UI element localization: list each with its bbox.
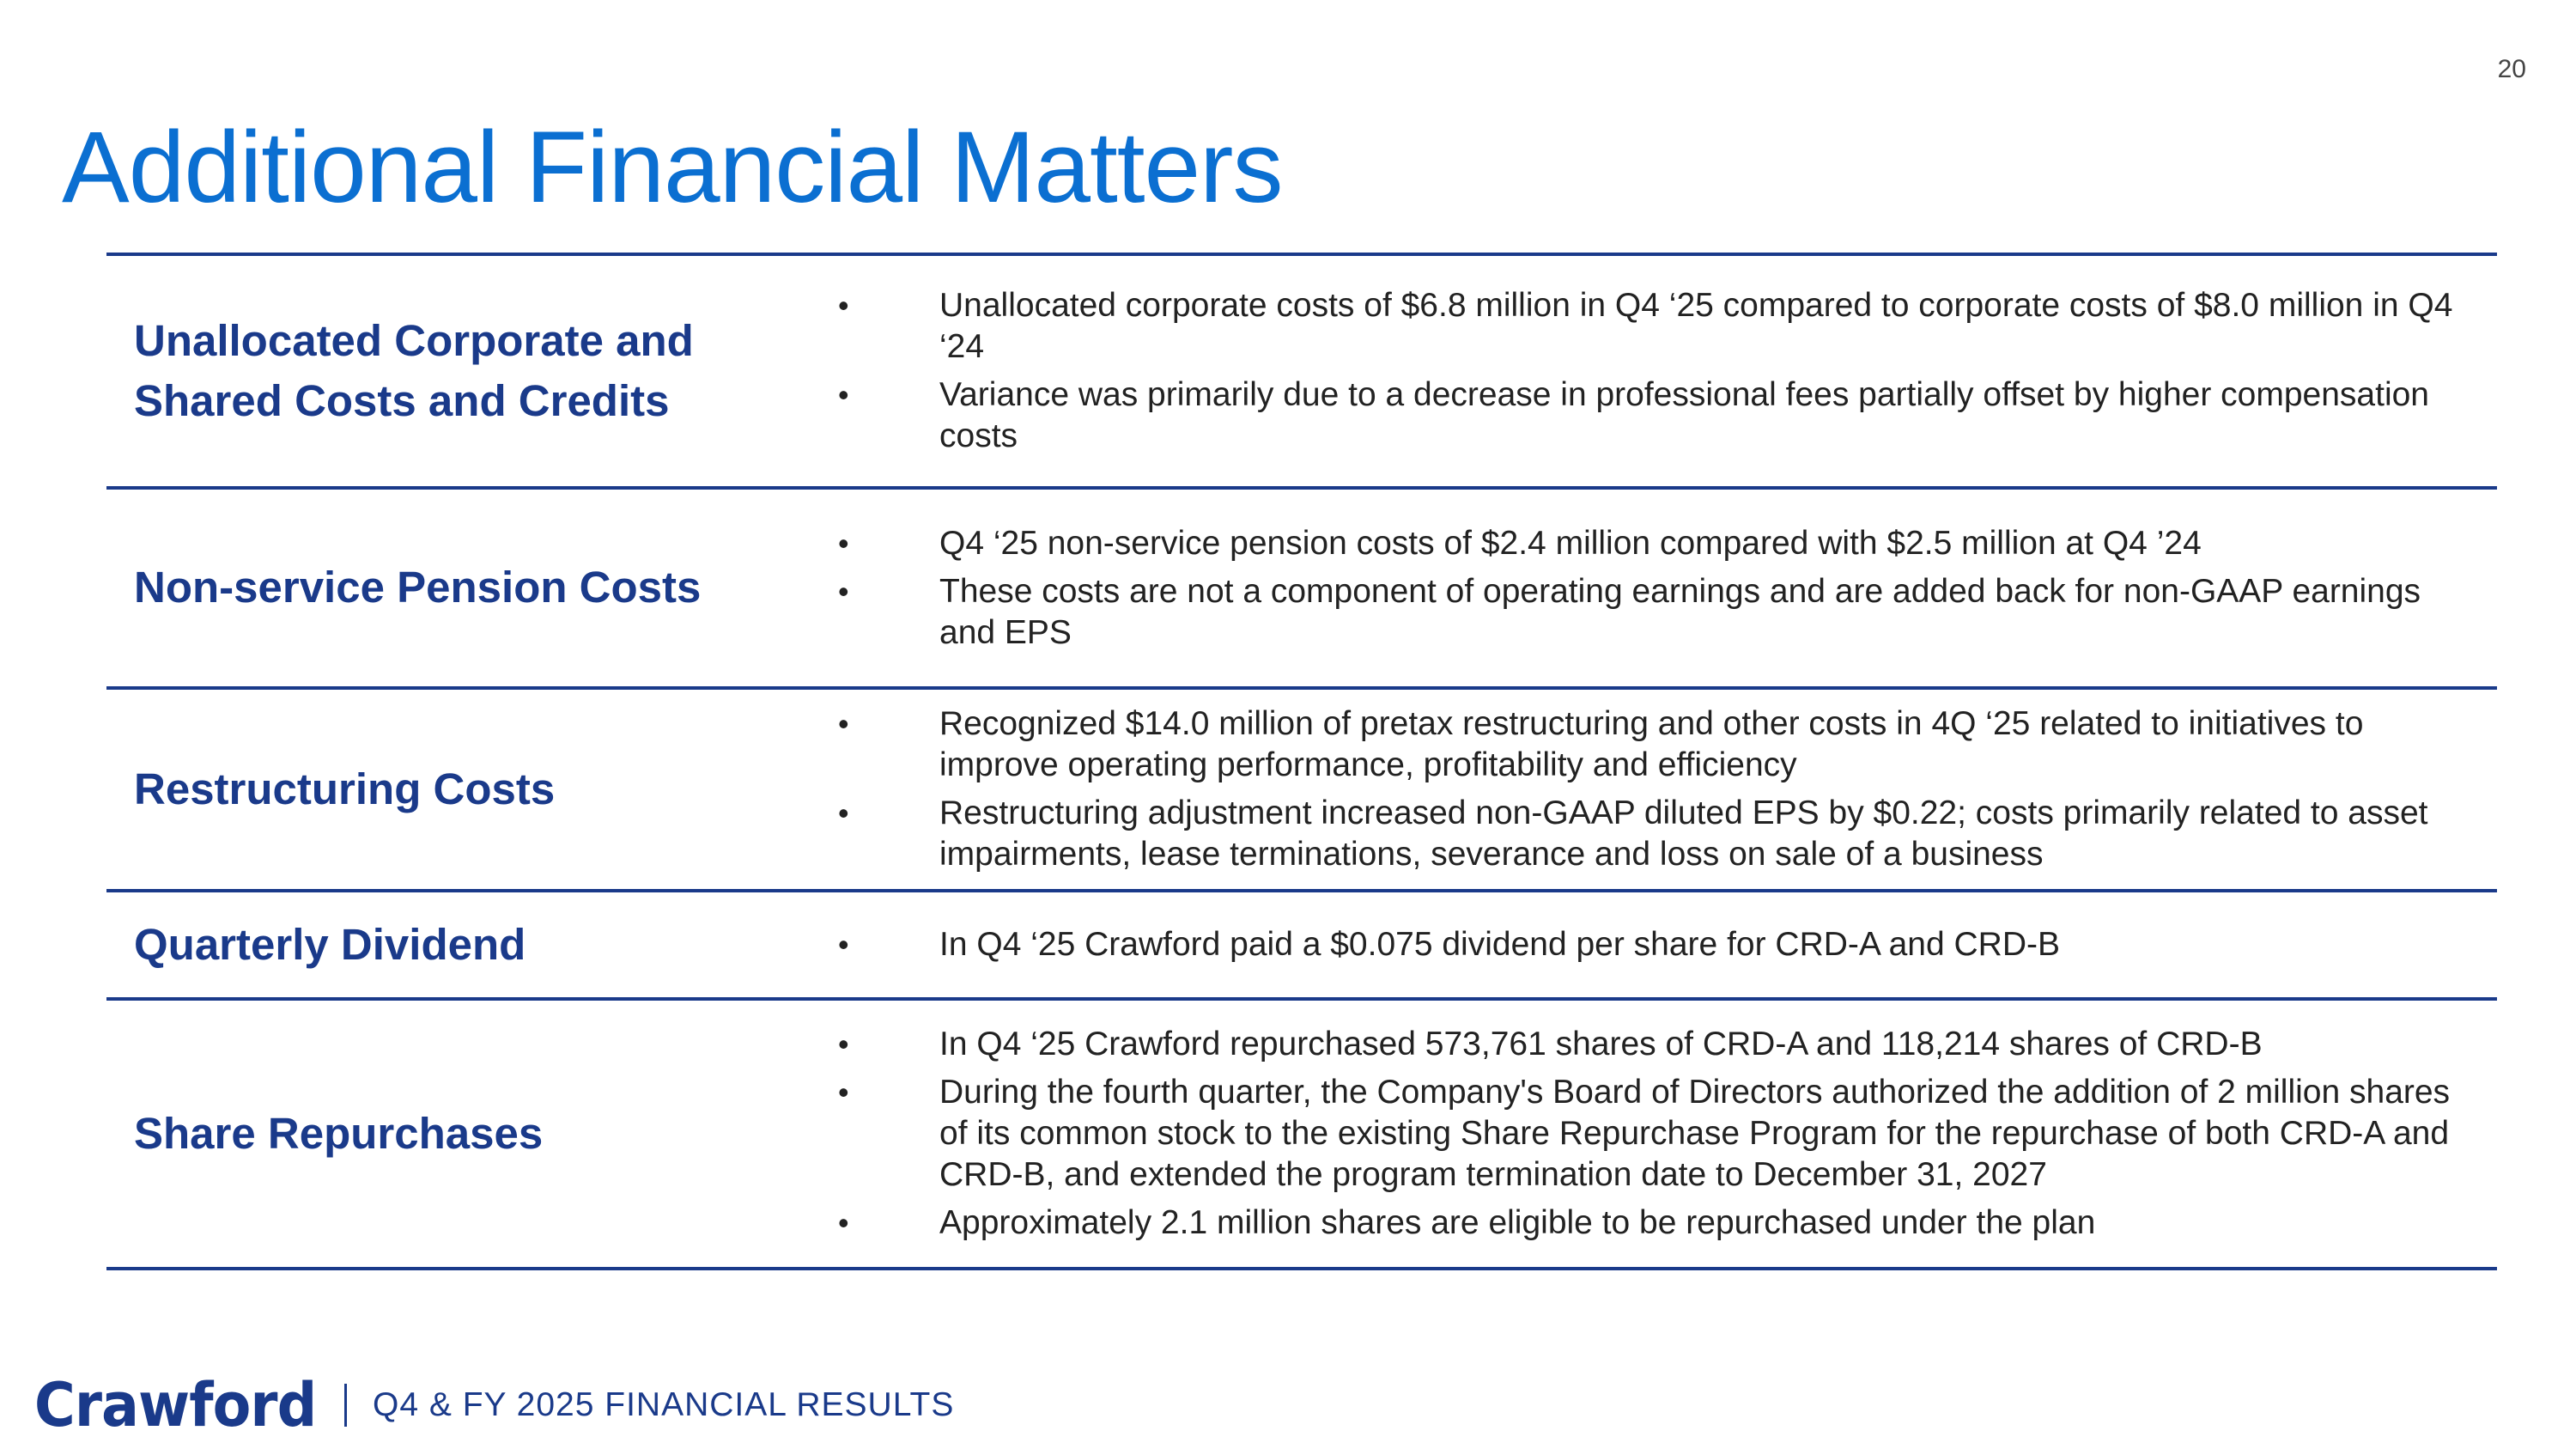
bullet-item: • Q4 ‘25 non-service pension costs of $2.… (793, 523, 2463, 564)
footer-divider (343, 1384, 347, 1427)
bullet-text: Restructuring adjustment increased non-G… (939, 795, 2428, 873)
bullet-text: In Q4 ‘25 Crawford repurchased 573,761 s… (939, 1026, 2263, 1062)
section-row-quarterly-dividend: Quarterly Dividend • In Q4 ‘25 Crawford p… (106, 892, 2497, 1001)
page-number: 20 (2497, 55, 2526, 83)
bullet-text: These costs are not a component of opera… (939, 572, 2421, 651)
bullet-icon: • (838, 1026, 849, 1062)
bullet-text: During the fourth quarter, the Company's… (939, 1074, 2451, 1193)
bullet-item: • Approximately 2.1 million shares are el… (793, 1202, 2463, 1244)
bullet-item: • These costs are not a component of oper… (793, 571, 2463, 654)
bullet-icon: • (838, 525, 849, 561)
bullet-item: • Restructuring adjustment increased non-… (793, 793, 2463, 875)
bullet-icon: • (838, 706, 849, 741)
section-points: • In Q4 ‘25 Crawford repurchased 573,761 … (793, 1024, 2497, 1244)
section-points: • Recognized $14.0 million of pretax rest… (793, 703, 2497, 875)
bullet-icon: • (838, 927, 849, 962)
bullet-icon: • (838, 795, 849, 831)
bullet-icon: • (838, 1075, 849, 1110)
bullet-text: Unallocated corporate costs of $6.8 mill… (939, 287, 2453, 365)
bullet-icon: • (838, 377, 849, 412)
page-title: Additional Financial Matters (62, 111, 1283, 225)
bullet-item: • In Q4 ‘25 Crawford repurchased 573,761 … (793, 1024, 2463, 1065)
bullet-item: • Recognized $14.0 million of pretax rest… (793, 703, 2463, 786)
section-points: • Unallocated corporate costs of $6.8 mil… (793, 285, 2497, 457)
bullet-text: Approximately 2.1 million shares are eli… (939, 1204, 2096, 1241)
bullet-item: • During the fourth quarter, the Company'… (793, 1072, 2463, 1196)
section-label: Restructuring Costs (134, 764, 556, 813)
section-label: Share Repurchases (134, 1108, 544, 1158)
bullet-text: Recognized $14.0 million of pretax restr… (939, 705, 2364, 783)
section-row-pension-costs: Non-service Pension Costs • Q4 ‘25 non-se… (106, 490, 2497, 690)
section-points: • Q4 ‘25 non-service pension costs of $2.… (793, 523, 2497, 654)
section-label: Non-service Pension Costs (134, 563, 702, 612)
financial-matters-table: Unallocated Corporate and Shared Costs a… (106, 253, 2497, 1270)
bullet-item: • In Q4 ‘25 Crawford paid a $0.075 divide… (793, 924, 2463, 965)
bullet-text: In Q4 ‘25 Crawford paid a $0.075 dividen… (939, 926, 2060, 963)
section-label: Quarterly Dividend (134, 919, 526, 969)
footer: Crawford Q4 & FY 2025 FINANCIAL RESULTS (34, 1374, 954, 1436)
bullet-icon: • (838, 1205, 849, 1240)
section-row-unallocated-costs: Unallocated Corporate and Shared Costs a… (106, 256, 2497, 490)
bullet-icon: • (838, 288, 849, 323)
bullet-item: • Unallocated corporate costs of $6.8 mil… (793, 285, 2463, 368)
bullet-text: Variance was primarily due to a decrease… (939, 376, 2429, 454)
bullet-item: • Variance was primarily due to a decreas… (793, 374, 2463, 457)
footer-subtitle: Q4 & FY 2025 FINANCIAL RESULTS (372, 1386, 955, 1423)
crawford-logo: Crawford (34, 1370, 317, 1440)
bullet-text: Q4 ‘25 non-service pension costs of $2.4… (939, 524, 2202, 562)
section-points: • In Q4 ‘25 Crawford paid a $0.075 divide… (793, 924, 2497, 965)
section-label: Unallocated Corporate and Shared Costs a… (134, 315, 694, 425)
bullet-icon: • (838, 573, 849, 609)
section-row-restructuring-costs: Restructuring Costs • Recognized $14.0 mi… (106, 690, 2497, 892)
section-row-share-repurchases: Share Repurchases • In Q4 ‘25 Crawford re… (106, 1001, 2497, 1270)
